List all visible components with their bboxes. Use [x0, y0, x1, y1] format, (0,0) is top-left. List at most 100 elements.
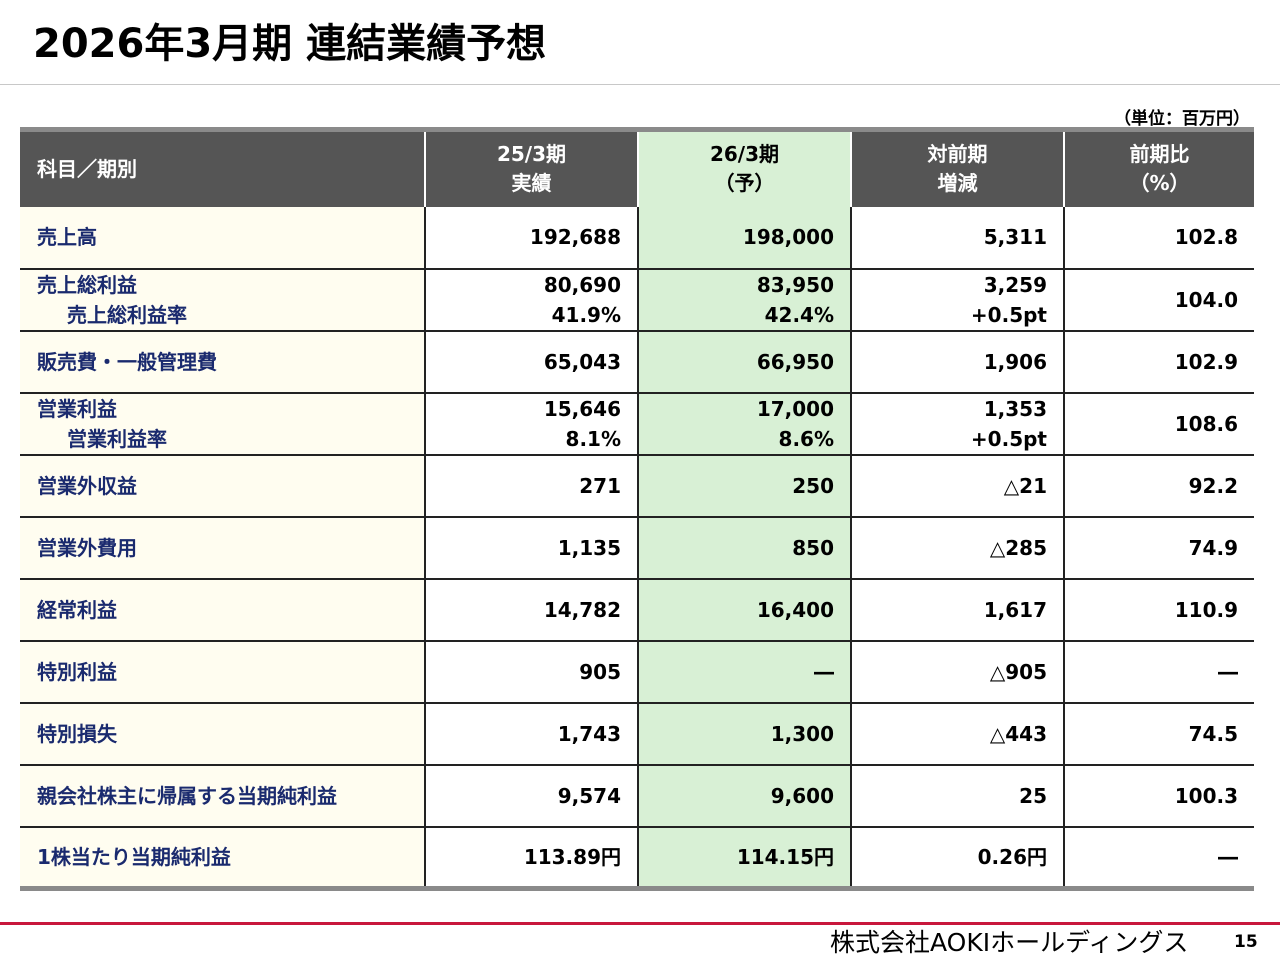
cell-yoy-ratio-value: ―	[1218, 844, 1238, 869]
table-row: 販売費・一般管理費 65,043 66,950 1,906 102.9	[20, 329, 1254, 393]
cell-prev-actual: 271	[424, 453, 638, 517]
row-label-value: 1株当たり当期純利益	[37, 844, 231, 869]
cell-yoy-change: 1,906	[850, 329, 1064, 393]
cell-prev-actual-value: 80,690	[543, 272, 621, 297]
row-label: 1株当たり当期純利益	[20, 825, 425, 891]
cell-forecast: 16,400	[637, 577, 851, 641]
cell-yoy-ratio: 108.6	[1063, 391, 1254, 455]
table-row: 特別利益 905 ― △905 ―	[20, 639, 1254, 703]
cell-forecast: 9,600	[637, 763, 851, 827]
cell-prev-actual-sub-value: 41.9%	[551, 302, 621, 327]
cell-yoy-ratio-value: 102.8	[1174, 225, 1238, 249]
row-label-value: 営業利益	[37, 396, 117, 421]
cell-forecast-value: 9,600	[770, 783, 834, 808]
cell-yoy-ratio-value: 102.9	[1174, 349, 1238, 374]
row-label: 販売費・一般管理費	[20, 329, 425, 393]
cell-yoy-ratio: 74.5	[1063, 701, 1254, 765]
row-label: 売上高	[20, 206, 425, 269]
cell-yoy-change: △443	[850, 701, 1064, 765]
cell-forecast-value: 66,950	[756, 349, 834, 374]
row-label-sub-value: 営業利益率	[67, 426, 167, 451]
cell-yoy-change-value: 1,617	[983, 597, 1047, 622]
cell-yoy-ratio-value: 92.2	[1188, 473, 1238, 498]
table-row: 特別損失 1,743 1,300 △443 74.5	[20, 701, 1254, 765]
cell-yoy-ratio: 100.3	[1063, 763, 1254, 827]
cell-prev-actual-value: 15,646	[543, 396, 621, 421]
cell-yoy-ratio: 104.0	[1063, 267, 1254, 331]
cell-forecast-value: 83,950	[756, 272, 834, 297]
cell-forecast-value: 16,400	[756, 597, 834, 622]
table-header-row: 科目／期別 25/3期 実績 26/3期 （予） 対前期 増減 前期比 （%）	[20, 127, 1254, 207]
cell-yoy-change: △21	[850, 453, 1064, 517]
header-line: 実績	[511, 171, 552, 196]
cell-yoy-ratio: 92.2	[1063, 453, 1254, 517]
cell-forecast-value: 17,000	[756, 396, 834, 421]
cell-prev-actual: 14,782	[424, 577, 638, 641]
cell-yoy-ratio-value: 74.9	[1188, 535, 1238, 560]
cell-forecast-value: 850	[792, 535, 834, 560]
row-label-value: 親会社株主に帰属する当期純利益	[37, 783, 337, 808]
cell-yoy-change-value: 1,906	[983, 349, 1047, 374]
cell-yoy-change-value: 25	[1019, 783, 1047, 808]
cell-yoy-change: 25	[850, 763, 1064, 827]
row-label-value: 営業外収益	[37, 473, 137, 498]
row-label-value: 売上高	[37, 225, 97, 249]
cell-prev-actual-value: 1,743	[557, 721, 621, 746]
cell-yoy-ratio-value: 110.9	[1174, 597, 1238, 622]
cell-yoy-ratio-value: 104.0	[1174, 287, 1238, 312]
cell-prev-actual: 192,688	[424, 206, 638, 269]
table-row: 営業利益営業利益率 15,646 8.1% 17,000 8.6% 1,353 +0.5pt…	[20, 391, 1254, 455]
row-label: 特別利益	[20, 639, 425, 703]
header-line: 対前期	[927, 142, 988, 167]
cell-forecast: 250	[637, 453, 851, 517]
cell-yoy-change: △285	[850, 515, 1064, 579]
cell-yoy-change-value: 0.26円	[977, 844, 1047, 869]
cell-prev-actual-sub-value: 8.1%	[565, 426, 621, 451]
table-row: 経常利益 14,782 16,400 1,617 110.9	[20, 577, 1254, 641]
cell-prev-actual-value: 271	[579, 473, 621, 498]
company-name: 株式会社AOKIホールディングス	[830, 928, 1189, 957]
row-label-value: 営業外費用	[37, 535, 137, 560]
title-divider	[0, 84, 1280, 85]
cell-yoy-ratio-value: ―	[1218, 659, 1238, 684]
header-line: 前期比	[1129, 142, 1190, 167]
cell-yoy-change-value: 5,311	[983, 225, 1047, 249]
cell-yoy-ratio-value: 74.5	[1188, 721, 1238, 746]
page-number: 15	[1234, 932, 1258, 952]
cell-prev-actual: 15,646 8.1%	[424, 391, 638, 455]
cell-forecast-sub-value: 42.4%	[764, 302, 834, 327]
cell-yoy-change-sub-value: +0.5pt	[970, 302, 1047, 327]
cell-forecast-value: 1,300	[770, 721, 834, 746]
cell-forecast: 66,950	[637, 329, 851, 393]
cell-yoy-change-value: 1,353	[983, 396, 1047, 421]
cell-yoy-change-value: 3,259	[983, 272, 1047, 297]
cell-yoy-change-value: △285	[989, 535, 1047, 560]
row-label-value: 売上総利益	[37, 272, 137, 297]
cell-forecast-sub-value: 8.6%	[778, 426, 834, 451]
cell-forecast-value: 198,000	[742, 225, 834, 249]
cell-prev-actual: 1,135	[424, 515, 638, 579]
cell-yoy-change: △905	[850, 639, 1064, 703]
cell-yoy-ratio: 74.9	[1063, 515, 1254, 579]
cell-yoy-change: 3,259 +0.5pt	[850, 267, 1064, 331]
cell-yoy-change: 1,617	[850, 577, 1064, 641]
cell-prev-actual: 9,574	[424, 763, 638, 827]
cell-prev-actual: 113.89円	[424, 825, 638, 891]
cell-prev-actual-value: 1,135	[557, 535, 621, 560]
row-label: 特別損失	[20, 701, 425, 765]
header-item: 科目／期別	[20, 127, 425, 207]
cell-yoy-ratio: ―	[1063, 825, 1254, 891]
cell-yoy-change-sub-value: +0.5pt	[970, 426, 1047, 451]
earnings-forecast-table: 科目／期別 25/3期 実績 26/3期 （予） 対前期 増減 前期比 （%） 売上高 1…	[20, 127, 1254, 891]
cell-forecast: 850	[637, 515, 851, 579]
header-line: 25/3期	[496, 142, 567, 167]
header-line: 増減	[937, 171, 978, 196]
cell-forecast: 1,300	[637, 701, 851, 765]
cell-yoy-change: 5,311	[850, 206, 1064, 269]
cell-yoy-change: 0.26円	[850, 825, 1064, 891]
row-label: 営業外収益	[20, 453, 425, 517]
cell-prev-actual: 905	[424, 639, 638, 703]
cell-prev-actual: 1,743	[424, 701, 638, 765]
row-label: 営業利益営業利益率	[20, 391, 425, 455]
cell-forecast-value: 250	[792, 473, 834, 498]
